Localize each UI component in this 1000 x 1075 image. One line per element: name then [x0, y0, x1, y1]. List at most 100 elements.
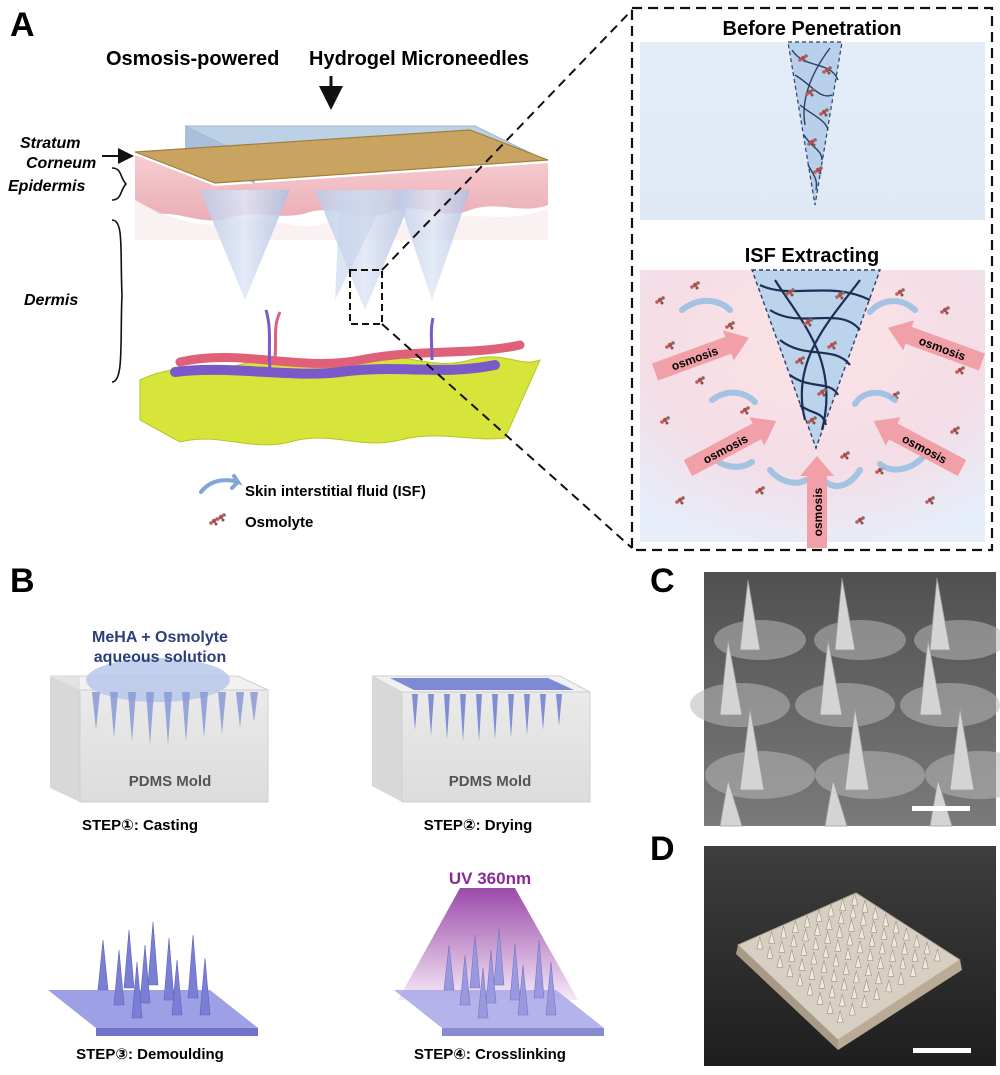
osmosis-label-5: osmosis [811, 487, 825, 536]
uv-beam [398, 888, 578, 1000]
patch-spike [934, 948, 941, 962]
mold-label-1: PDMS Mold [129, 773, 212, 790]
panel-letter-d: D [650, 830, 675, 868]
patch-spike [844, 947, 852, 960]
patch-spike [802, 928, 809, 942]
blood-vessel-purple [170, 360, 500, 379]
patch-spike [820, 960, 828, 973]
patch-spike [766, 946, 774, 959]
panel-letter-b: B [10, 562, 35, 600]
patch-spike [901, 942, 908, 955]
patch-spike [756, 936, 764, 950]
patch-spike [849, 905, 857, 919]
patch-spike [803, 915, 811, 928]
patch-spike [870, 920, 878, 933]
patch-spike [871, 907, 879, 920]
needle-extracting [751, 269, 881, 451]
patch-spike [826, 1001, 834, 1014]
step3-patch [48, 921, 258, 1036]
patch-spike [899, 956, 907, 970]
patch-spike [818, 976, 826, 989]
patch-spike [814, 923, 821, 936]
patch-spike [796, 973, 804, 987]
patch-spike [868, 934, 876, 947]
patch-spike [838, 994, 846, 1007]
patch-spike [923, 941, 931, 955]
photo-image [704, 846, 996, 1066]
patch-spike [878, 941, 886, 955]
patch-spike [816, 992, 824, 1005]
patch-spike [873, 987, 880, 1000]
patch-spike [788, 949, 796, 962]
patch-spike [832, 954, 840, 967]
patch-spike [882, 914, 889, 927]
patch-spike [858, 926, 866, 940]
patch-spike [839, 898, 847, 911]
step1-label: STEP①: Casting [82, 817, 198, 834]
patch-spike [880, 927, 888, 940]
patch-spike [812, 937, 820, 950]
patch-spike [808, 967, 816, 980]
patch-spike [828, 985, 836, 998]
patch-spike [834, 939, 842, 952]
patch-spike [778, 940, 786, 953]
label-epidermis: Epidermis [8, 178, 85, 195]
patch-spike [887, 964, 895, 977]
patch-spike [827, 904, 835, 917]
solution-droplet [86, 658, 230, 702]
patch-spike [875, 971, 882, 985]
step4-label: STEP④: Crosslinking [414, 1046, 566, 1063]
legend-osmolyte: Osmolyte [245, 514, 313, 531]
patch-spike [851, 986, 858, 999]
patch-spike [837, 911, 845, 924]
uv-label: UV 360nm [449, 869, 531, 888]
patch-spike [790, 934, 797, 947]
patch-spike [889, 949, 896, 962]
patch-spike [885, 979, 893, 993]
patch-spike [780, 925, 787, 939]
title-osmosis-powered: Osmosis-powered [106, 48, 279, 70]
step2-mold [371, 675, 591, 803]
patch-spike [800, 943, 808, 956]
patch-spike [792, 920, 799, 933]
patch-spike [830, 969, 838, 982]
patch-spike [863, 979, 870, 992]
zoom-box [349, 269, 383, 325]
needle-before [787, 41, 843, 206]
solution-label-line1: MeHA + Osmolyte [92, 629, 228, 646]
patch-spike [877, 956, 884, 969]
patch-spike [911, 949, 919, 962]
patch-spike [903, 928, 910, 941]
patch-spike [822, 945, 830, 958]
panel-letter-c: C [650, 562, 675, 600]
legend-isf: Skin interstitial fluid (ISF) [245, 483, 426, 500]
patch-spike [856, 940, 864, 954]
patch-spike [786, 964, 794, 977]
patch-spike [848, 1002, 856, 1016]
patch-spike [806, 983, 814, 996]
step2-label: STEP②: Drying [424, 817, 533, 834]
patch-spike [810, 951, 818, 965]
patch-spike [909, 964, 917, 977]
isf-flow-icons [679, 298, 928, 489]
step3-label: STEP③: Demoulding [76, 1046, 224, 1063]
patch-spike [851, 893, 858, 906]
patch-spike [776, 955, 784, 968]
photo-scale-bar [913, 1048, 971, 1053]
patch-spike [836, 1010, 844, 1024]
patch-spike [921, 956, 929, 969]
patch-spike [892, 921, 900, 934]
patch-spike [890, 934, 898, 948]
patch-spike [768, 931, 776, 944]
inset-title-before: Before Penetration [723, 18, 902, 40]
step1-mold [49, 658, 269, 803]
dermis-bracket [111, 219, 123, 383]
patch-spike [854, 955, 862, 968]
patch-spike [861, 900, 869, 913]
inset-title-extracting: ISF Extracting [745, 245, 879, 267]
patch-spike [798, 958, 806, 971]
title-hydrogel-microneedles: Hydrogel Microneedles [309, 48, 529, 70]
stratum-corneum-layer [134, 129, 549, 184]
label-stratum: Stratum [20, 135, 80, 152]
